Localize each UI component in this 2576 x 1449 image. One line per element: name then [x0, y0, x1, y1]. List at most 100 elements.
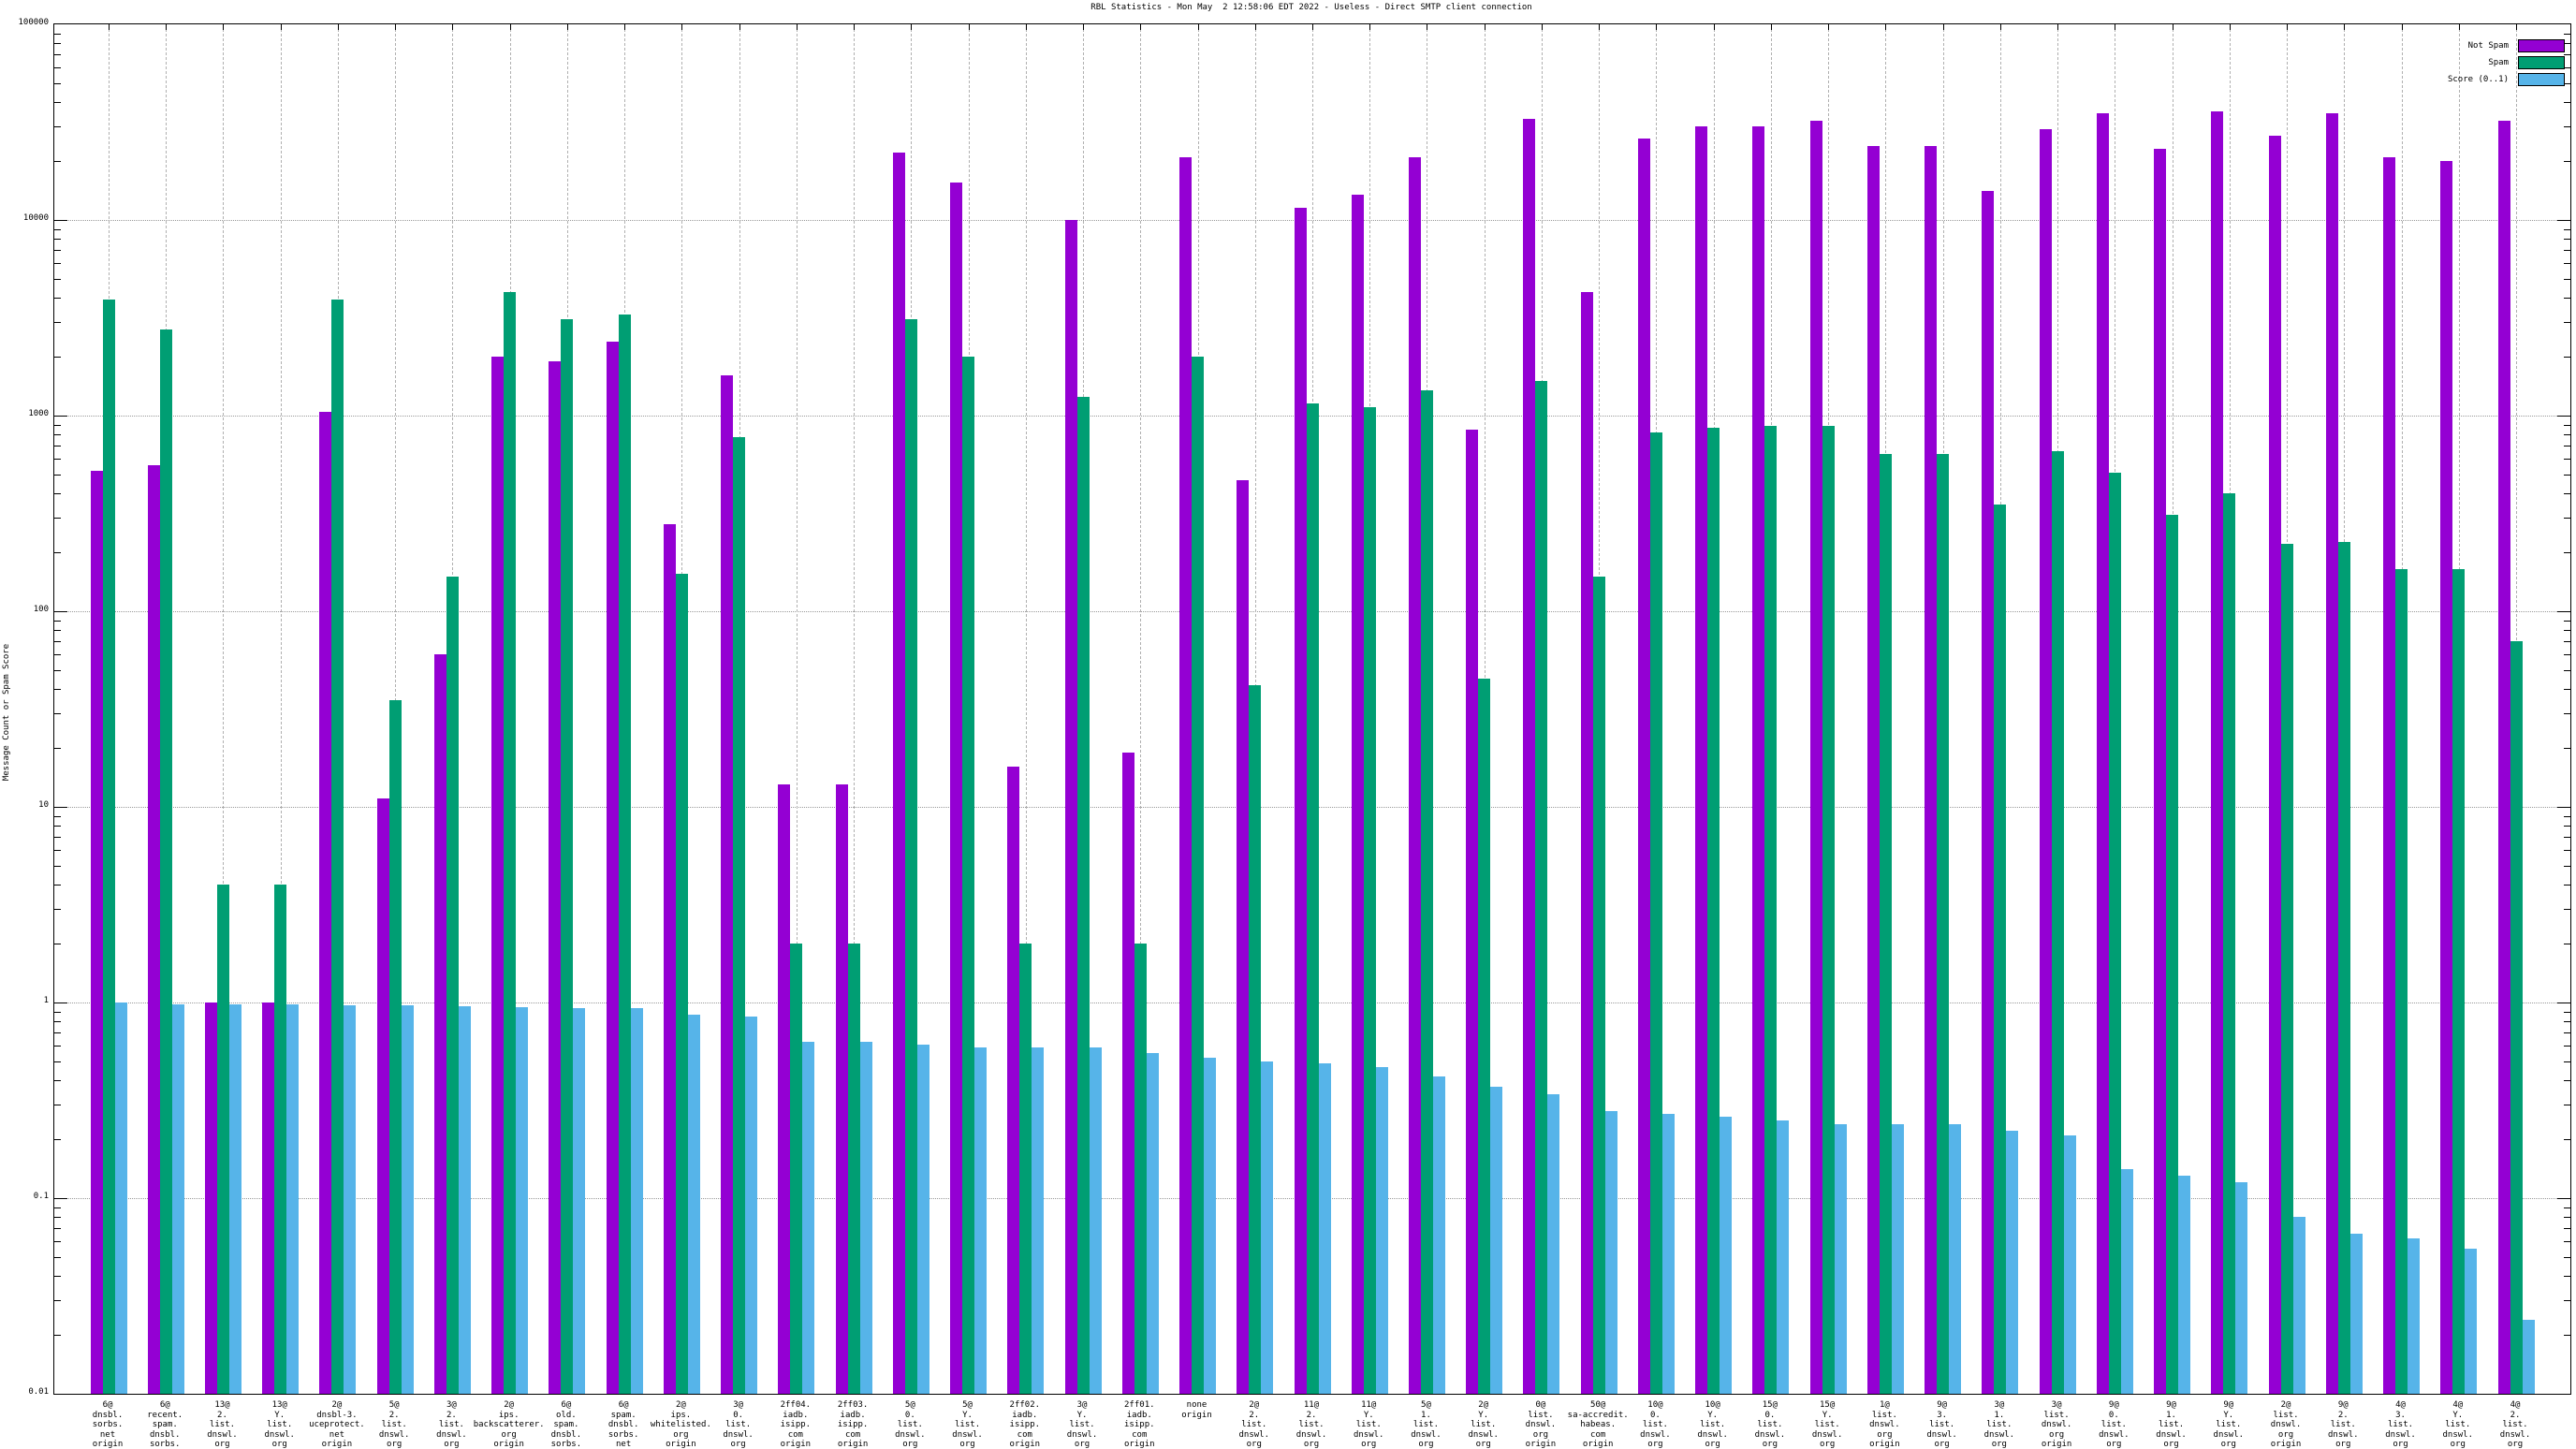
- y-minor-tick: [2564, 826, 2570, 827]
- bar-score: [1146, 1053, 1159, 1394]
- bar-spam: [790, 944, 803, 1394]
- bar-score: [2292, 1217, 2305, 1394]
- y-minor-tick: [2564, 228, 2570, 230]
- bar-not-spam: [90, 471, 103, 1394]
- bar-spam: [962, 357, 975, 1394]
- bar-score: [1375, 1066, 1388, 1394]
- x-tick: [1369, 24, 1371, 30]
- x-tick: [1999, 24, 2001, 30]
- y-major-tick: [2557, 1394, 2570, 1395]
- y-minor-tick: [54, 298, 61, 300]
- y-minor-tick: [2564, 1139, 2570, 1141]
- x-tick: [968, 24, 970, 30]
- bar-score: [1720, 1117, 1733, 1394]
- bar-not-spam: [1580, 291, 1593, 1394]
- bar-not-spam: [1982, 191, 1995, 1394]
- bar-spam: [1535, 381, 1548, 1394]
- legend-swatch-not-spam: [2518, 39, 2565, 52]
- x-tick: [2229, 24, 2231, 30]
- bar-score: [171, 1003, 184, 1394]
- bar-not-spam: [147, 464, 160, 1394]
- bar-score: [2235, 1182, 2248, 1394]
- y-minor-tick: [2564, 322, 2570, 324]
- y-minor-tick: [2564, 33, 2570, 35]
- y-minor-tick: [2564, 493, 2570, 495]
- bar-score: [2522, 1319, 2535, 1394]
- y-major-tick: [2557, 1198, 2570, 1199]
- bar-not-spam: [892, 153, 905, 1394]
- chart-title: RBL Statistics - Mon May 2 12:58:06 EDT …: [1090, 3, 1532, 12]
- y-minor-tick: [2564, 1080, 2570, 1082]
- x-category-label: 3@ list. dnswl. org origin: [2041, 1400, 2072, 1449]
- bar-spam: [1134, 944, 1147, 1394]
- y-minor-tick: [2564, 620, 2570, 622]
- bar-score: [1318, 1062, 1331, 1394]
- y-minor-tick: [2564, 102, 2570, 104]
- y-tick-label: 1: [43, 996, 49, 1005]
- y-minor-tick: [54, 713, 61, 715]
- y-major-tick: [54, 1394, 67, 1395]
- y-tick-label: 100000: [18, 18, 49, 27]
- bar-score: [1777, 1120, 1790, 1394]
- y-minor-tick: [2564, 1300, 2570, 1302]
- x-tick: [1770, 24, 1772, 30]
- y-minor-tick: [54, 630, 61, 632]
- x-category-label: 2ff04. iadb. isipp. com origin: [780, 1400, 812, 1449]
- bar-not-spam: [1064, 220, 1077, 1394]
- y-minor-tick: [2564, 909, 2570, 911]
- x-tick: [2057, 24, 2059, 30]
- y-axis-title: Message Count or Spam Score: [2, 643, 11, 782]
- x-tick: [911, 24, 913, 30]
- x-tick: [1828, 24, 1830, 30]
- y-minor-tick: [2564, 1021, 2570, 1023]
- x-category-label: 2ff01. iadb. isipp. com origin: [1124, 1400, 1155, 1449]
- y-minor-tick: [54, 102, 61, 104]
- y-minor-tick: [54, 67, 61, 69]
- bar-not-spam: [835, 784, 848, 1394]
- bar-score: [1261, 1061, 1274, 1394]
- y-minor-tick: [2564, 815, 2570, 817]
- y-minor-tick: [2564, 837, 2570, 839]
- grid-vline: [1140, 24, 1142, 1394]
- y-minor-tick: [2564, 630, 2570, 632]
- y-minor-tick: [2564, 713, 2570, 715]
- y-minor-tick: [54, 1241, 61, 1243]
- y-minor-tick: [54, 228, 61, 230]
- y-minor-tick: [2564, 885, 2570, 886]
- bar-spam: [2395, 568, 2408, 1394]
- x-category-label: 2@ list. dnswl. org origin: [2270, 1400, 2302, 1449]
- y-minor-tick: [2564, 1061, 2570, 1062]
- grid-vline: [1025, 24, 1027, 1394]
- y-minor-tick: [54, 885, 61, 886]
- bar-score: [114, 1003, 127, 1394]
- bar-spam: [2108, 473, 2121, 1394]
- x-tick: [1025, 24, 1027, 30]
- bar-score: [2408, 1238, 2421, 1394]
- bar-not-spam: [2383, 156, 2396, 1394]
- y-minor-tick: [2564, 669, 2570, 671]
- y-tick-label: 10000: [22, 213, 49, 223]
- bar-score: [228, 1003, 242, 1394]
- y-minor-tick: [54, 865, 61, 867]
- y-minor-tick: [2564, 1335, 2570, 1337]
- y-major-tick: [54, 416, 67, 417]
- y-tick-label: 100: [33, 605, 49, 614]
- bar-score: [2120, 1169, 2133, 1394]
- bar-score: [573, 1007, 586, 1394]
- bar-score: [1089, 1046, 1102, 1394]
- grid-vline: [854, 24, 856, 1394]
- bar-not-spam: [2440, 161, 2453, 1394]
- bar-spam: [561, 319, 574, 1394]
- legend-swatch-spam: [2518, 56, 2565, 69]
- y-minor-tick: [54, 748, 61, 750]
- y-minor-tick: [54, 263, 61, 265]
- bar-score: [1204, 1058, 1217, 1394]
